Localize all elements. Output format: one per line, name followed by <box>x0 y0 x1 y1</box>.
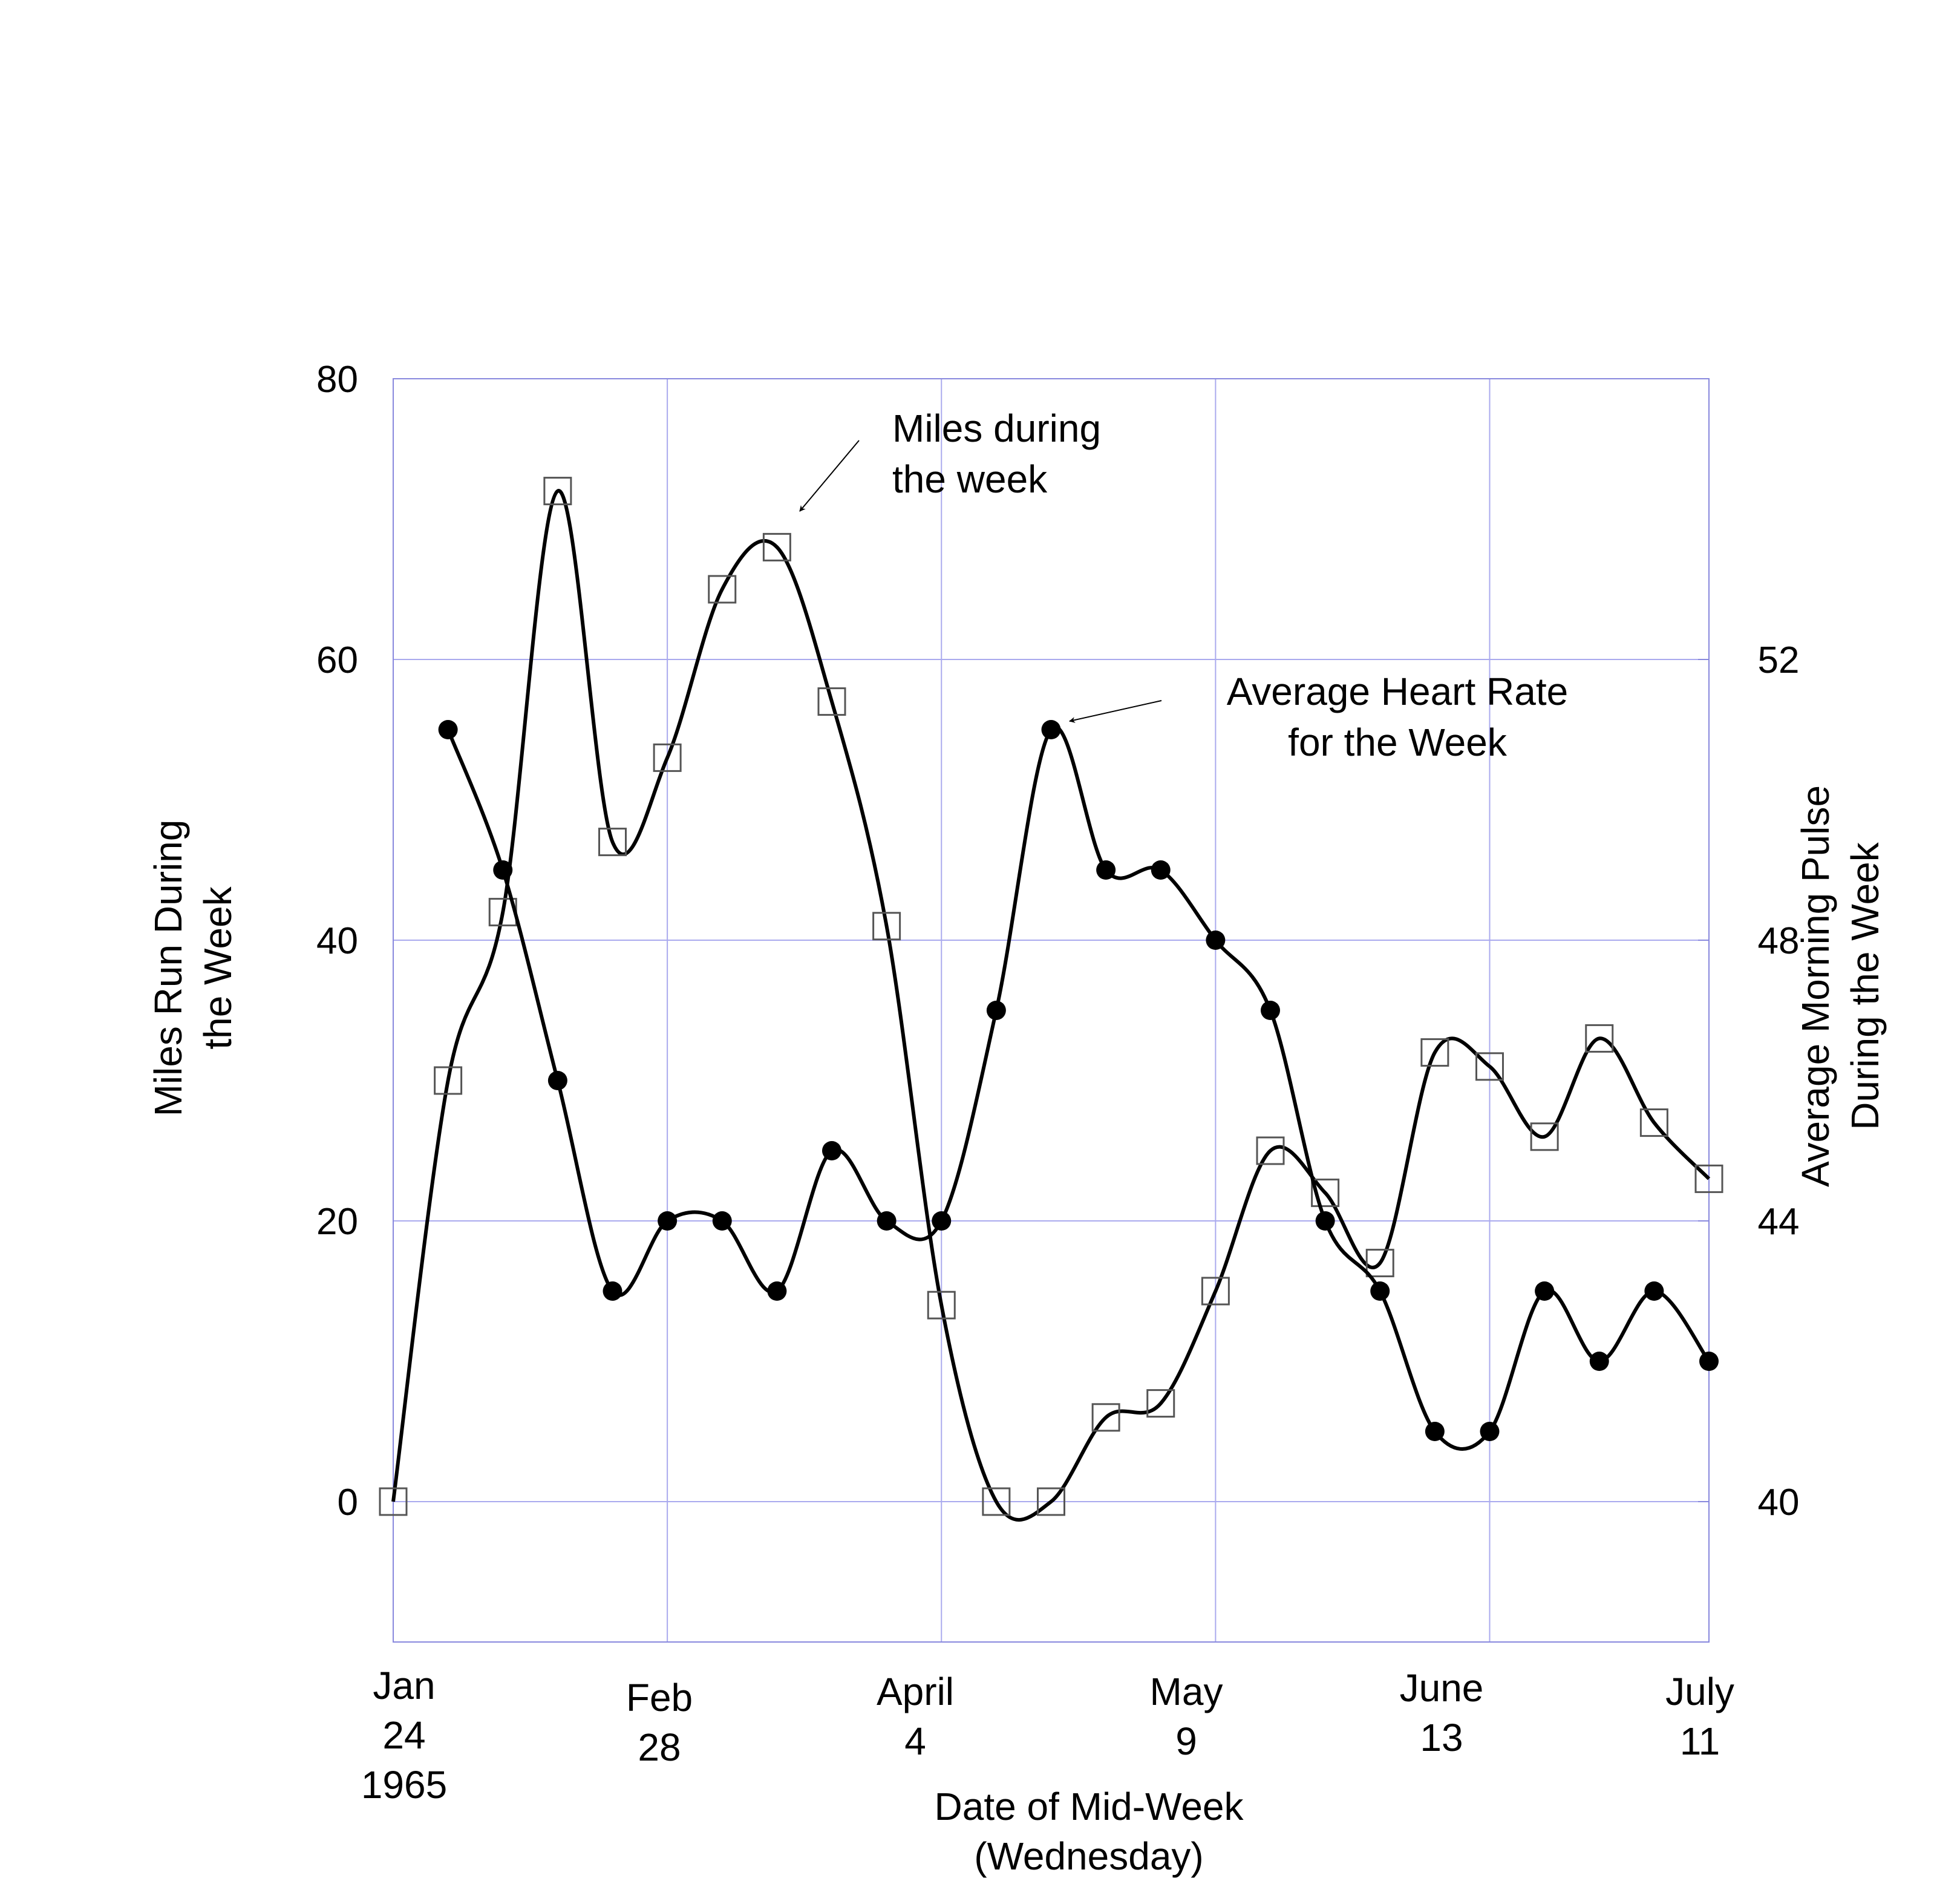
miles-point <box>1091 1403 1120 1432</box>
annotations: Miles during the week Average Heart Rate fo… <box>799 407 1568 764</box>
pulse-point <box>712 1211 732 1231</box>
miles-point <box>1475 1052 1504 1081</box>
pulse-point <box>1370 1281 1390 1301</box>
annotation-miles: Miles during the week <box>892 407 1101 501</box>
y-right-tick-label: 44 <box>1758 1201 1800 1243</box>
pulse-point <box>1699 1352 1719 1371</box>
y-right-tick-label: 40 <box>1758 1482 1800 1523</box>
pulse-point <box>1096 860 1116 880</box>
x-tick-label: May 9 <box>1150 1670 1223 1763</box>
annotation-miles-arrow <box>799 440 860 512</box>
miles-point <box>1420 1038 1449 1067</box>
pulse-point <box>877 1211 897 1231</box>
y-left-tick-label: 80 <box>316 359 358 401</box>
pulse-point <box>1589 1352 1609 1371</box>
pulse-series <box>438 720 1719 1451</box>
y-axis-left-label: Miles Run During the Week <box>146 820 240 1117</box>
miles-point <box>982 1487 1011 1516</box>
y-axis-left-ticks: 0 20 40 60 80 <box>316 359 358 1523</box>
pulse-point <box>1535 1281 1555 1301</box>
pulse-point <box>658 1211 678 1231</box>
pulse-point <box>1425 1422 1445 1441</box>
x-axis-ticks: Jan 24 1965 Feb 28 April 4 May 9 June 13 July 11 <box>361 1664 1734 1807</box>
y-axis-right-label: Average Morning Pulse During the Week <box>1794 785 1887 1187</box>
pulse-point <box>493 860 513 880</box>
miles-point <box>598 828 627 857</box>
annotation-pulse-arrow <box>1069 700 1162 723</box>
y-left-tick-label: 0 <box>338 1482 358 1523</box>
miles-point <box>1639 1108 1668 1137</box>
miles-point <box>1365 1249 1394 1278</box>
pulse-point <box>438 720 458 739</box>
miles-point <box>1694 1164 1723 1193</box>
miles-point <box>1585 1024 1614 1053</box>
miles-point <box>543 477 572 506</box>
pulse-point <box>547 1071 567 1090</box>
miles-point <box>1037 1487 1065 1516</box>
pulse-point <box>932 1211 952 1231</box>
y-left-tick-label: 40 <box>316 920 358 962</box>
pulse-point <box>1644 1281 1664 1301</box>
miles-point <box>1146 1389 1175 1418</box>
miles-point <box>653 743 682 772</box>
miles-point <box>762 532 791 561</box>
miles-point <box>927 1290 956 1320</box>
miles-point <box>434 1066 463 1095</box>
pulse-point <box>767 1281 787 1301</box>
y-right-tick-label: 52 <box>1758 639 1800 681</box>
pulse-point <box>1206 931 1226 950</box>
pulse-point <box>822 1141 841 1160</box>
pulse-point <box>1151 860 1171 880</box>
miles-point <box>1530 1122 1559 1151</box>
y-right-tick-label: 48 <box>1758 920 1800 962</box>
x-tick-label: June 13 <box>1400 1666 1484 1759</box>
plot-frame <box>393 378 1710 1643</box>
pulse-point <box>986 1001 1006 1020</box>
y-left-tick-label: 20 <box>316 1201 358 1243</box>
miles-point <box>817 687 846 716</box>
x-axis-label: Date of Mid-Week (Wednesday) <box>935 1785 1244 1878</box>
x-tick-label: Jan 24 1965 <box>361 1664 447 1807</box>
miles-point <box>1201 1277 1230 1306</box>
miles-point <box>1256 1136 1285 1165</box>
annotation-pulse: Average Heart Rate for the Week <box>1227 670 1568 764</box>
miles-point <box>1311 1179 1340 1208</box>
pulse-point <box>1261 1001 1280 1020</box>
miles-point <box>708 575 737 604</box>
pulse-point <box>1480 1422 1500 1441</box>
pulse-point <box>603 1281 622 1301</box>
miles-line <box>391 489 1711 1522</box>
x-tick-label: April 4 <box>877 1670 954 1763</box>
y-axis-right-ticks: 40 44 48 52 <box>1698 639 1799 1523</box>
miles-point <box>872 912 901 941</box>
grid <box>393 378 1710 1642</box>
miles-point <box>379 1487 408 1516</box>
pulse-point <box>1041 720 1061 739</box>
miles-series <box>379 477 1723 1522</box>
x-tick-label: Feb 28 <box>626 1676 693 1769</box>
pulse-point <box>1315 1211 1335 1231</box>
x-tick-label: July 11 <box>1665 1670 1734 1763</box>
y-left-tick-label: 60 <box>316 639 358 681</box>
